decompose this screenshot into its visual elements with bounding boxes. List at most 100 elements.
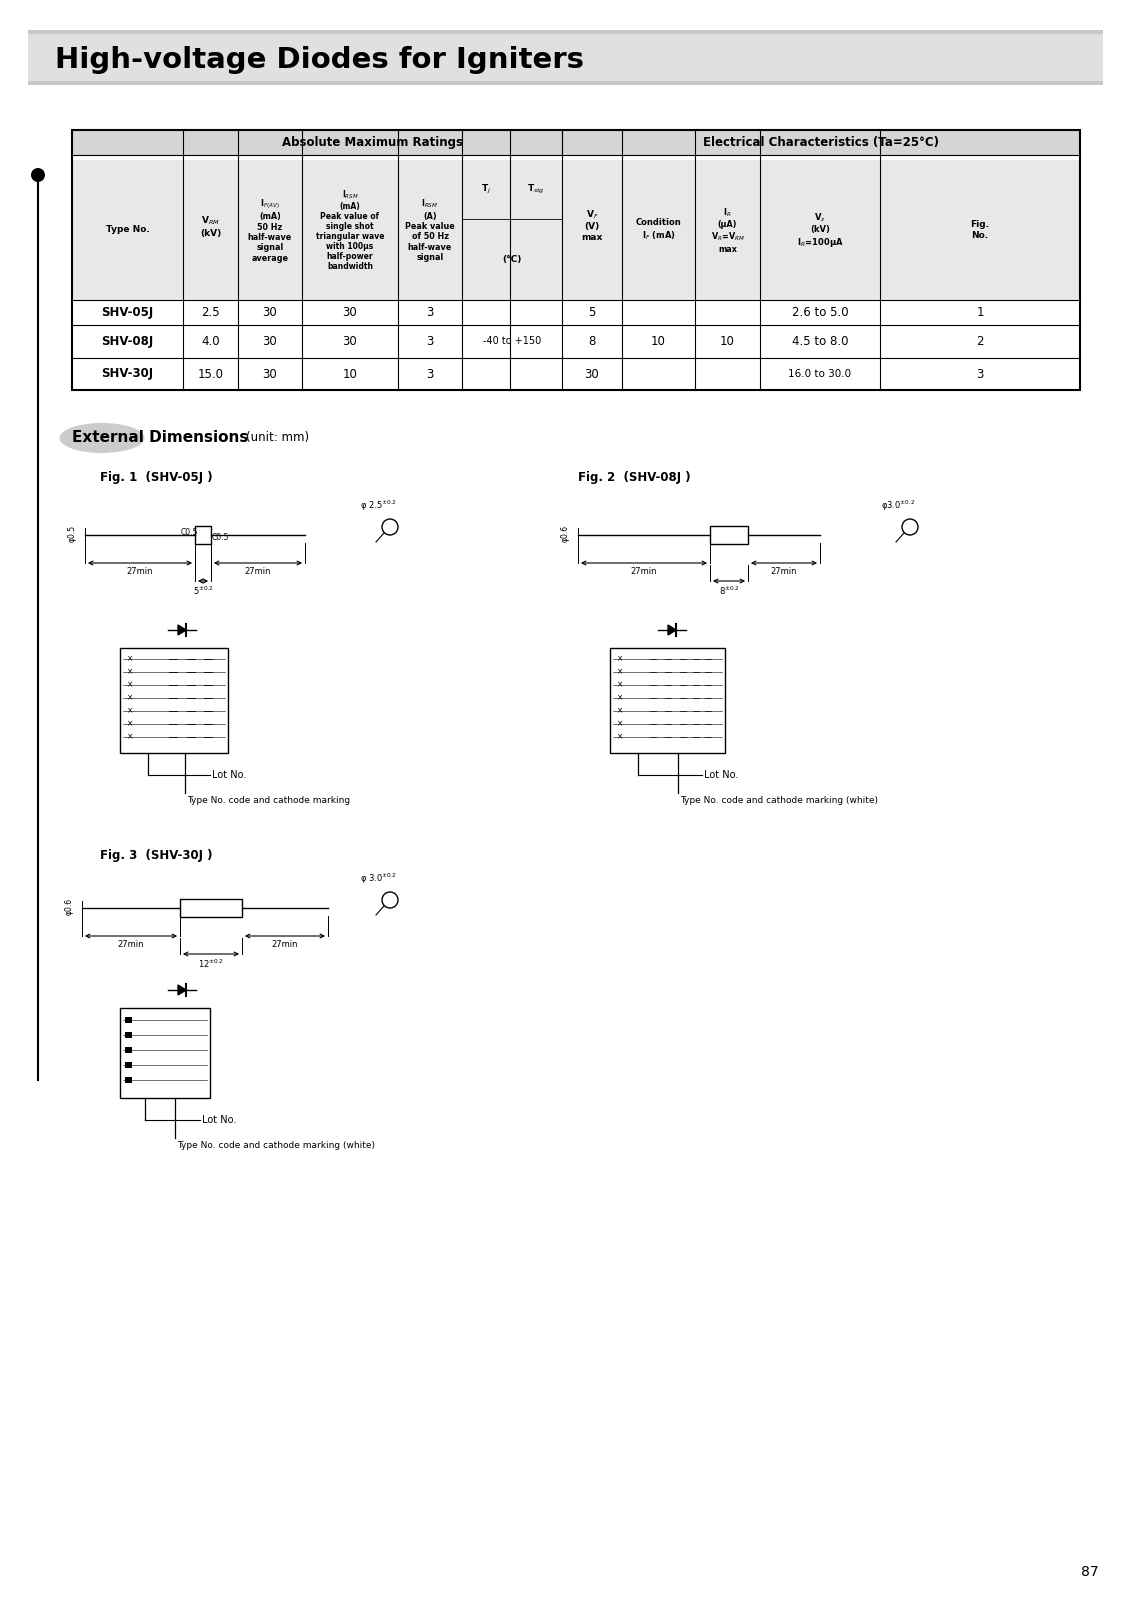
Text: Type No. code and cathode marking (white): Type No. code and cathode marking (white… — [680, 795, 878, 805]
Text: SHV-30J: SHV-30J — [102, 368, 154, 381]
Bar — [125, 1077, 132, 1083]
Bar — [28, 30, 1103, 34]
Bar — [610, 648, 724, 754]
Text: 3: 3 — [427, 334, 434, 349]
Text: 1: 1 — [976, 306, 984, 318]
Bar — [195, 526, 211, 544]
Bar — [710, 526, 748, 544]
Text: High-voltage Diodes for Igniters: High-voltage Diodes for Igniters — [55, 45, 584, 74]
Bar — [180, 899, 242, 917]
Text: SHV-08J: SHV-08J — [102, 334, 154, 349]
Circle shape — [902, 518, 918, 534]
Text: 8: 8 — [589, 334, 595, 349]
Text: 2: 2 — [976, 334, 984, 349]
Bar — [28, 30, 1103, 85]
Text: ×: × — [127, 720, 134, 728]
Text: Fig.
No.: Fig. No. — [970, 221, 989, 240]
Polygon shape — [178, 986, 186, 995]
Text: Type No. code and cathode marking: Type No. code and cathode marking — [187, 795, 350, 805]
Text: Absolute Maximum Ratings: Absolute Maximum Ratings — [282, 136, 463, 149]
Text: φ0.6: φ0.6 — [561, 525, 571, 541]
Bar — [72, 160, 1080, 301]
Bar — [125, 1018, 132, 1022]
Text: ×: × — [127, 693, 134, 702]
Text: -40 to +150: -40 to +150 — [483, 336, 541, 347]
Text: 12$^{±0.2}$: 12$^{±0.2}$ — [198, 958, 224, 970]
Bar — [28, 82, 1103, 85]
Text: 2.6 to 5.0: 2.6 to 5.0 — [791, 306, 848, 318]
Bar — [72, 130, 1080, 390]
Bar — [125, 1032, 132, 1038]
Bar — [125, 1062, 132, 1069]
Text: T$_{stg}$: T$_{stg}$ — [528, 182, 544, 195]
Text: 4.5 to 8.0: 4.5 to 8.0 — [791, 334, 848, 349]
Text: 30: 30 — [584, 368, 599, 381]
Text: 5: 5 — [589, 306, 595, 318]
Text: Condition
I$_F$ (mA): Condition I$_F$ (mA) — [636, 218, 681, 242]
Bar — [120, 1008, 211, 1098]
Circle shape — [31, 168, 45, 182]
Text: ×: × — [127, 680, 134, 690]
Circle shape — [381, 518, 398, 534]
Text: ×: × — [617, 667, 624, 677]
Text: 27min: 27min — [272, 939, 298, 949]
Text: φ0.5: φ0.5 — [68, 525, 77, 541]
Text: 30: 30 — [343, 306, 358, 318]
Text: ×: × — [617, 654, 624, 662]
Text: Electrical Characteristics (Ta=25°C): Electrical Characteristics (Ta=25°C) — [703, 136, 940, 149]
Text: I$_{RSM}$
(A)
Peak value
of 50 Hz
half-wave
signal: I$_{RSM}$ (A) Peak value of 50 Hz half-w… — [405, 198, 455, 262]
Text: (unit: mm): (unit: mm) — [246, 432, 309, 445]
Text: (°C): (°C) — [503, 254, 522, 264]
Text: I$_{F(AV)}$
(mA)
50 Hz
half-wave
signal
average: I$_{F(AV)}$ (mA) 50 Hz half-wave signal … — [248, 197, 292, 262]
Text: I$_R$
(μA)
V$_R$=V$_{RM}$
max: I$_R$ (μA) V$_R$=V$_{RM}$ max — [711, 206, 745, 254]
Text: 2.5: 2.5 — [201, 306, 220, 318]
Text: ×: × — [617, 680, 624, 690]
Text: V$_F$
(V)
max: V$_F$ (V) max — [582, 208, 602, 242]
Text: V$_z$
(kV)
I$_R$=100μA: V$_z$ (kV) I$_R$=100μA — [797, 211, 843, 250]
Text: ×: × — [127, 654, 134, 662]
Text: Fig. 1  (SHV-05J ): Fig. 1 (SHV-05J ) — [100, 472, 213, 485]
Text: 3: 3 — [976, 368, 984, 381]
Ellipse shape — [60, 422, 145, 453]
Text: ×: × — [127, 707, 134, 715]
Text: φ0.6: φ0.6 — [65, 898, 74, 915]
Text: 27min: 27min — [127, 566, 153, 576]
Text: Fig. 2  (SHV-08J ): Fig. 2 (SHV-08J ) — [578, 472, 691, 485]
Text: 30: 30 — [263, 306, 277, 318]
Text: Fig. 3  (SHV-30J ): Fig. 3 (SHV-30J ) — [100, 848, 213, 861]
Text: 27min: 27min — [245, 566, 272, 576]
Polygon shape — [668, 626, 676, 635]
Text: 10: 10 — [651, 334, 666, 349]
Text: 10: 10 — [720, 334, 735, 349]
Text: Lot No.: Lot No. — [201, 1115, 237, 1125]
Text: T$_j$: T$_j$ — [481, 182, 491, 195]
Text: ×: × — [617, 733, 624, 742]
Text: 27min: 27min — [118, 939, 144, 949]
Text: Lot No.: Lot No. — [212, 770, 247, 781]
Text: 27min: 27min — [771, 566, 797, 576]
Text: Lot No.: Lot No. — [704, 770, 738, 781]
Text: Type No. code and cathode marking (white): Type No. code and cathode marking (white… — [177, 1141, 375, 1150]
Text: 5$^{±0.2}$: 5$^{±0.2}$ — [192, 586, 213, 597]
Text: SHV-05J: SHV-05J — [102, 306, 154, 318]
Text: 87: 87 — [1081, 1565, 1099, 1579]
Circle shape — [381, 893, 398, 909]
Text: 16.0 to 30.0: 16.0 to 30.0 — [788, 370, 851, 379]
Text: External Dimensions: External Dimensions — [72, 430, 248, 445]
Text: 27min: 27min — [631, 566, 658, 576]
Text: ×: × — [127, 733, 134, 742]
Text: φ 3.0$^{±0.2}$: φ 3.0$^{±0.2}$ — [360, 872, 396, 886]
Polygon shape — [178, 626, 186, 635]
Text: V$_{RM}$
(kV): V$_{RM}$ (kV) — [200, 214, 221, 238]
Text: 3: 3 — [427, 368, 434, 381]
Text: ×: × — [127, 667, 134, 677]
Text: 4.0: 4.0 — [201, 334, 220, 349]
Text: ×: × — [617, 707, 624, 715]
Text: 30: 30 — [263, 334, 277, 349]
Text: I$_{RSM}$
(mA)
Peak value of
single shot
triangular wave
with 100μs
half-power
b: I$_{RSM}$ (mA) Peak value of single shot… — [316, 189, 384, 272]
Bar — [120, 648, 228, 754]
Text: 8$^{±0.2}$: 8$^{±0.2}$ — [719, 586, 739, 597]
Text: C0.5: C0.5 — [181, 528, 198, 538]
Text: C0.5: C0.5 — [212, 533, 230, 542]
Text: φ 2.5$^{±0.2}$: φ 2.5$^{±0.2}$ — [360, 499, 396, 514]
